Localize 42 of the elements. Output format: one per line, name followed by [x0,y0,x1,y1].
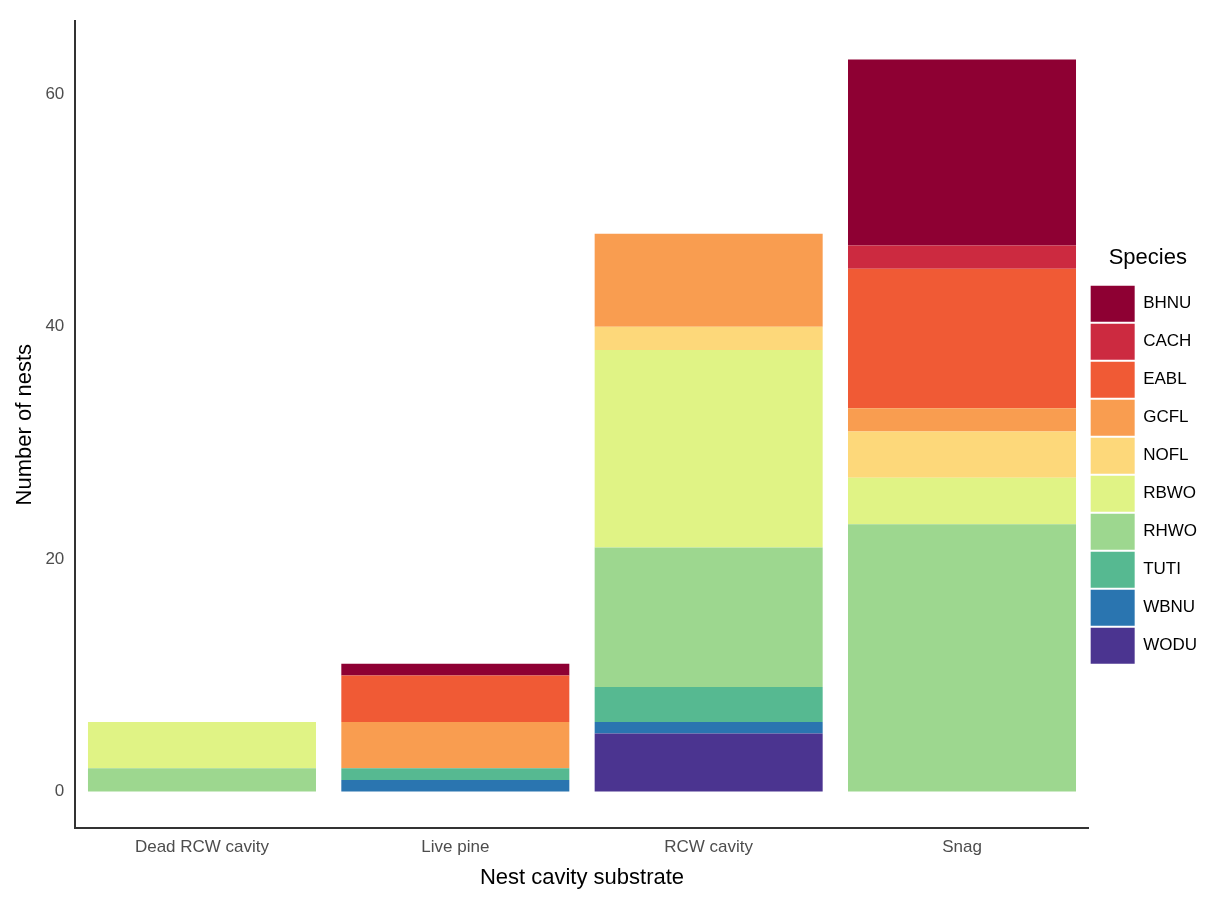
bar [594,326,823,351]
legend-label: RBWO [1143,483,1197,503]
x-axis-title: Nest cavity substrate [479,863,685,889]
y-tick-label: 40 [45,316,65,336]
y-tick-label: 60 [45,84,65,104]
legend-title: Species [1108,244,1187,270]
y-tick-label: 0 [54,781,65,801]
bar [848,524,1077,792]
legend-label: CACH [1143,331,1192,351]
bar [341,779,570,792]
x-tick-label: Live pine [421,837,490,857]
bar [87,768,316,792]
x-tick-label: RCW cavity [664,837,754,857]
bar [341,721,570,769]
bar [848,59,1077,246]
bar [594,350,823,548]
bar [848,408,1077,432]
legend-label: BHNU [1143,293,1192,313]
bar [341,768,570,780]
bar [594,547,823,688]
bar [341,663,570,676]
bar [848,431,1077,478]
legend-label: NOFL [1143,445,1189,465]
legend-label: EABL [1143,369,1187,389]
legend-label: WODU [1143,635,1198,655]
y-tick-label: 20 [45,548,65,568]
y-axis-title: Number of nests [11,344,37,506]
bar [848,268,1077,409]
x-tick-label: Snag [942,837,982,857]
legend-label: RHWO [1143,521,1198,541]
bar [848,477,1077,525]
legend-label: GCFL [1143,407,1189,427]
bar [594,687,823,722]
bar [87,721,316,769]
bar [594,733,823,792]
bar [341,675,570,722]
bar [848,245,1077,269]
x-tick-label: Dead RCW cavity [134,837,270,857]
bar [594,721,823,734]
bar [594,233,823,327]
legend-label: WBNU [1143,597,1196,617]
legend-label: TUTI [1143,559,1181,579]
